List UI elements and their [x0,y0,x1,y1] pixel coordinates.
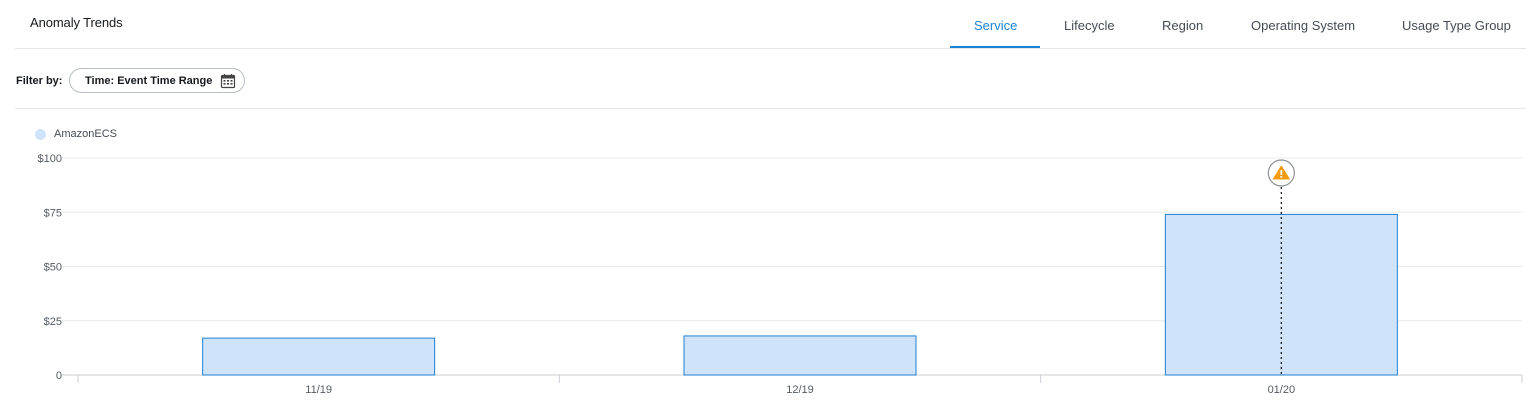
filter-label: Filter by: [16,75,63,87]
x-tick-label: 01/20 [1268,384,1296,396]
header-divider [15,48,1526,49]
active-tab-indicator [950,46,1040,48]
y-tick-label: $100 [38,153,62,165]
filter-chip-label: Time: Event Time Range [85,75,213,87]
x-tick-label: 12/19 [786,384,814,396]
legend-label: AmazonECS [54,128,117,140]
tab-operating-system[interactable]: Operating System [1251,18,1356,33]
y-tick-label: $75 [44,207,62,219]
tab-usage-type-group[interactable]: Usage Type Group [1402,18,1511,33]
tab-service[interactable]: Service [974,18,1018,33]
x-tick-label: 11/19 [305,384,332,396]
filter-divider [15,108,1526,109]
legend-swatch [35,129,46,140]
warning-icon[interactable] [1267,159,1295,187]
page-title: Anomaly Trends [30,15,123,30]
y-tick-label: $25 [44,316,62,328]
y-tick-label: $50 [44,262,62,274]
filter-bar: Filter by: Time: Event Time Range [0,50,1526,110]
header: Anomaly Trends Service Lifecycle Region … [0,0,1526,50]
bar-11-19 [202,337,436,376]
bar-12-19 [683,335,917,376]
y-tick-label: 0 [56,370,62,382]
tab-lifecycle[interactable]: Lifecycle [1064,18,1115,33]
time-range-filter-chip[interactable]: Time: Event Time Range [69,68,245,93]
calendar-icon[interactable] [220,73,236,89]
tab-region[interactable]: Region [1162,18,1204,33]
